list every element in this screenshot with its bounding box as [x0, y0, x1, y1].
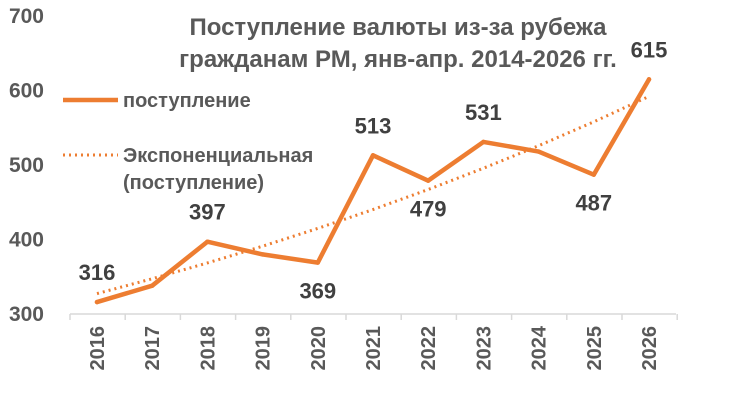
x-tick-label: 2017	[142, 326, 164, 371]
data-point	[426, 178, 431, 183]
y-axis: 300 400 500 600 700	[9, 5, 44, 326]
data-point	[150, 283, 155, 288]
data-label: 479	[410, 197, 447, 222]
x-tick-label: 2016	[87, 326, 109, 371]
x-tick-label: 2018	[197, 326, 219, 371]
x-tick-label: 2020	[308, 326, 330, 371]
x-tick-label: 2022	[418, 326, 440, 371]
y-tick-label: 500	[9, 154, 44, 177]
data-label: 615	[631, 37, 668, 62]
data-label: 316	[79, 260, 116, 285]
data-point	[646, 77, 652, 82]
legend: поступление Экспоненциальная (поступление)	[63, 90, 313, 194]
data-point	[591, 172, 596, 177]
data-point	[94, 299, 100, 305]
data-point	[536, 149, 541, 154]
trendline-path	[96, 95, 650, 296]
legend-label-trendline: (поступление)	[123, 172, 264, 194]
x-tick-label: 2021	[363, 326, 385, 371]
data-point	[205, 239, 210, 244]
data-label: 487	[575, 191, 612, 216]
legend-label-series: поступление	[123, 90, 251, 112]
data-label: 531	[465, 100, 502, 125]
x-tick-label: 2024	[529, 325, 551, 370]
data-label: 397	[189, 200, 226, 225]
y-tick-label: 600	[9, 80, 44, 103]
chart-title: Поступление валюты из-за рубежа гражданам…	[179, 14, 617, 73]
chart-title-line: Поступление валюты из-за рубежа	[189, 14, 607, 41]
legend-label-trendline: Экспоненциальная	[123, 145, 313, 167]
y-tick-label: 400	[9, 229, 44, 252]
data-labels: 316 397 369 513 479 531 487 615	[79, 37, 668, 303]
data-point	[260, 252, 265, 257]
x-tick-label: 2023	[473, 326, 495, 371]
trendline	[96, 95, 650, 296]
data-point	[315, 260, 320, 265]
data-point	[370, 153, 376, 158]
x-tick-label: 2026	[639, 326, 661, 371]
data-label: 369	[299, 279, 336, 304]
x-tick-label: 2025	[584, 326, 606, 371]
y-tick-label: 700	[9, 5, 44, 28]
x-axis: 2016 2017 2018 2019 2020 2021 2022 2023 2024 2025…	[69, 313, 678, 371]
y-tick-label: 300	[9, 303, 44, 326]
data-point	[481, 139, 486, 145]
chart-title-line: гражданам РМ, янв-апр. 2014-2026 гг.	[179, 46, 617, 73]
series	[94, 77, 652, 305]
x-tick-label: 2019	[253, 326, 275, 371]
data-label: 513	[355, 113, 392, 138]
